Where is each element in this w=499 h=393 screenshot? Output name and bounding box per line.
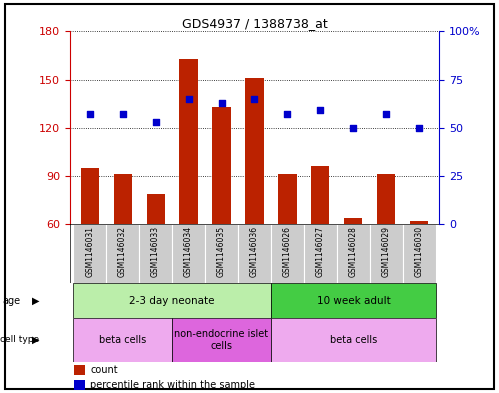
Point — [250, 96, 258, 102]
Bar — [180, 59, 198, 224]
Bar — [73, 283, 271, 318]
Bar — [344, 218, 362, 224]
Text: count: count — [90, 365, 118, 375]
Point — [349, 125, 357, 131]
Point — [316, 107, 324, 114]
Bar — [271, 283, 436, 318]
Text: non-endocrine islet
cells: non-endocrine islet cells — [175, 329, 268, 351]
Bar — [73, 365, 85, 375]
Point — [283, 111, 291, 118]
Text: 2-3 day neonate: 2-3 day neonate — [129, 296, 215, 306]
Bar — [271, 318, 436, 362]
Bar — [172, 318, 271, 362]
Bar — [106, 224, 139, 283]
Bar — [114, 174, 132, 224]
Text: ▶: ▶ — [32, 296, 40, 306]
Text: ▶: ▶ — [32, 335, 40, 345]
Text: GSM1146029: GSM1146029 — [382, 226, 391, 277]
Point — [185, 96, 193, 102]
Bar — [377, 174, 395, 224]
Text: GSM1146031: GSM1146031 — [85, 226, 94, 277]
Text: GSM1146030: GSM1146030 — [415, 226, 424, 277]
Bar — [278, 174, 296, 224]
Bar — [311, 166, 329, 224]
Text: GSM1146034: GSM1146034 — [184, 226, 193, 277]
Point — [119, 111, 127, 118]
Text: percentile rank within the sample: percentile rank within the sample — [90, 380, 255, 391]
Text: GSM1146028: GSM1146028 — [349, 226, 358, 277]
Bar — [410, 221, 429, 224]
Point — [382, 111, 390, 118]
Point — [86, 111, 94, 118]
Text: GSM1146035: GSM1146035 — [217, 226, 226, 277]
Text: beta cells: beta cells — [330, 335, 377, 345]
Bar — [370, 224, 403, 283]
Text: GSM1146027: GSM1146027 — [316, 226, 325, 277]
Bar — [213, 107, 231, 224]
Text: GSM1146036: GSM1146036 — [250, 226, 259, 277]
Bar — [73, 224, 106, 283]
Text: GSM1146033: GSM1146033 — [151, 226, 160, 277]
Bar — [337, 224, 370, 283]
Point — [152, 119, 160, 125]
Point — [415, 125, 423, 131]
Point — [218, 99, 226, 106]
Text: cell type: cell type — [0, 336, 39, 344]
Text: GSM1146026: GSM1146026 — [283, 226, 292, 277]
Bar — [172, 224, 205, 283]
Text: GSM1146032: GSM1146032 — [118, 226, 127, 277]
Bar — [304, 224, 337, 283]
Bar — [80, 168, 99, 224]
Text: beta cells: beta cells — [99, 335, 146, 345]
Bar — [139, 224, 172, 283]
Bar — [73, 380, 85, 391]
Bar — [246, 78, 263, 224]
Text: age: age — [2, 296, 20, 306]
Title: GDS4937 / 1388738_at: GDS4937 / 1388738_at — [182, 17, 327, 30]
Text: 10 week adult: 10 week adult — [316, 296, 390, 306]
Bar — [271, 224, 304, 283]
Bar — [73, 318, 172, 362]
Bar — [403, 224, 436, 283]
Bar — [205, 224, 238, 283]
Bar — [147, 193, 165, 224]
Bar — [238, 224, 271, 283]
